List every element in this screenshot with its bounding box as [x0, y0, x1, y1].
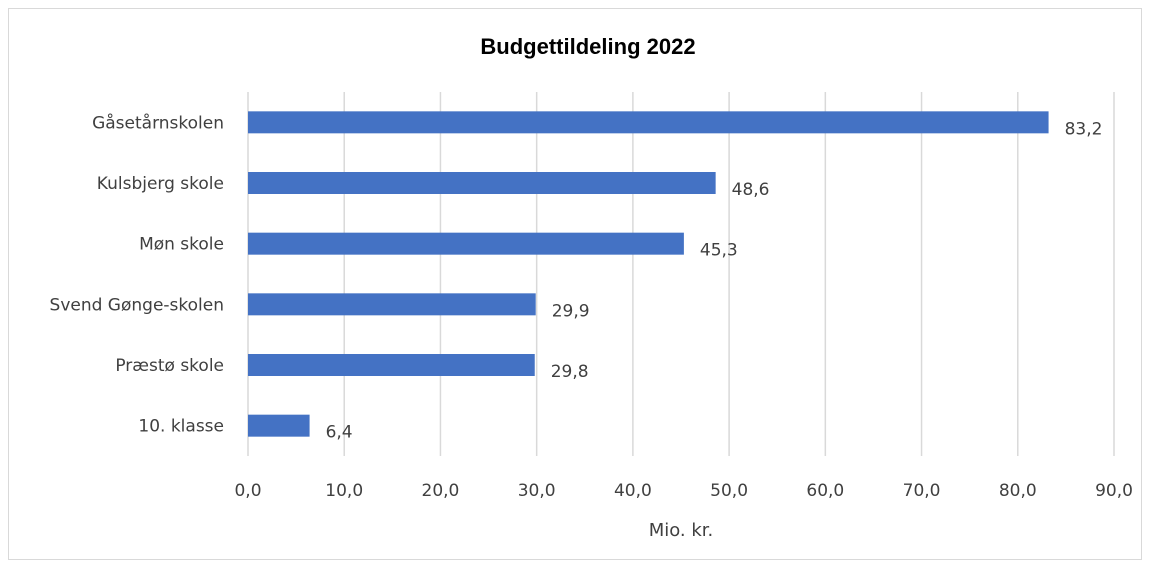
data-label: 48,6	[732, 180, 770, 200]
x-tick-label: 60,0	[806, 481, 844, 501]
bar	[248, 111, 1049, 134]
x-tick-label: 80,0	[999, 481, 1037, 501]
x-tick-label: 90,0	[1095, 481, 1133, 501]
data-label: 45,3	[700, 241, 738, 261]
data-label: 29,8	[551, 362, 589, 382]
x-tick-label: 30,0	[518, 481, 556, 501]
x-tick-label: 10,0	[325, 481, 363, 501]
category-label: 10. klasse	[138, 417, 224, 437]
data-label: 83,2	[1065, 119, 1103, 139]
bar	[248, 293, 536, 316]
category-label: Møn skole	[139, 235, 224, 255]
x-tick-label: 0,0	[234, 481, 261, 501]
category-labels: Gåsetårnskolen Kulsbjerg skole Møn skole Sv…	[50, 112, 224, 436]
bar	[248, 232, 684, 255]
category-label: Svend Gønge-skolen	[50, 295, 224, 315]
chart-frame	[8, 8, 1142, 560]
x-tick-labels: 0,0 10,0 20,0 30,0 40,0 50,0 60,0 70,0 80,0 90,0	[234, 481, 1132, 501]
bar	[248, 172, 716, 194]
data-label: 29,9	[552, 301, 590, 321]
data-labels: 83,2 48,6 45,3 29,9 29,8 6,4	[326, 119, 1103, 442]
bar	[248, 354, 535, 376]
data-label: 6,4	[326, 423, 353, 443]
grid-lines	[247, 92, 1115, 456]
x-tick-label: 40,0	[614, 481, 652, 501]
category-label: Gåsetårnskolen	[92, 112, 224, 133]
x-axis-title: Mio. kr.	[649, 520, 714, 541]
category-label: Kulsbjerg skole	[97, 174, 224, 194]
category-label: Præstø skole	[115, 356, 224, 376]
chart-title: Budgettildeling 2022	[480, 34, 695, 59]
x-tick-label: 50,0	[710, 481, 748, 501]
x-tick-label: 20,0	[422, 481, 460, 501]
x-tick-label: 70,0	[903, 481, 941, 501]
bars	[248, 111, 1049, 437]
bar	[248, 414, 310, 437]
